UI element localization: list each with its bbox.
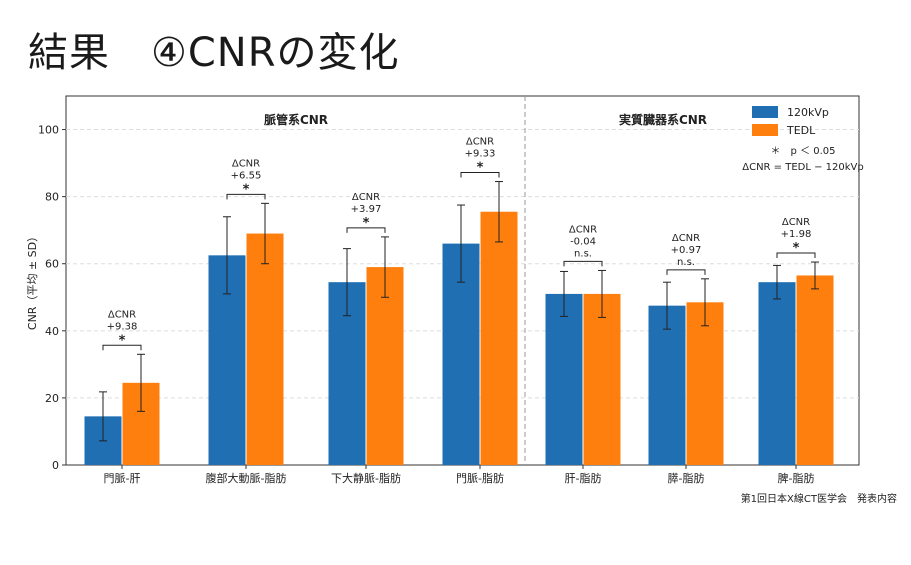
- bar-tedl: [583, 293, 621, 465]
- significance-label: *: [119, 333, 126, 348]
- significance-bracket: [666, 269, 706, 275]
- delta-cnr-value: +9.38: [107, 321, 138, 332]
- bar-120kvp: [758, 282, 796, 465]
- delta-cnr-value: +3.97: [351, 204, 382, 215]
- y-tick-label: 40: [45, 325, 59, 338]
- delta-cnr-label: ΔCNR: [352, 192, 380, 203]
- legend-note: ΔCNR = TEDL − 120kVp: [742, 162, 864, 173]
- bar-120kvp: [545, 293, 583, 465]
- delta-cnr-label: ΔCNR: [782, 217, 810, 228]
- y-tick-label: 0: [52, 459, 59, 472]
- slide-title: 結果 ④CNRの変化: [28, 30, 400, 76]
- footer-note: 第1回日本X線CT医学会 発表内容: [740, 494, 897, 505]
- bar-tedl: [796, 275, 834, 465]
- x-tick-label: 膵-脂肪: [668, 471, 705, 485]
- delta-cnr-value: +0.97: [671, 245, 702, 256]
- x-tick-label: 肝-脂肪: [565, 471, 602, 485]
- delta-cnr-value: +9.33: [465, 149, 496, 160]
- bar-tedl: [246, 233, 284, 465]
- significance-label: *: [243, 182, 250, 197]
- significance-bracket: [226, 193, 266, 200]
- significance-bracket: [563, 260, 603, 267]
- delta-cnr-value: +1.98: [781, 229, 812, 240]
- x-tick-label: 門脈-肝: [104, 471, 141, 485]
- delta-cnr-label: ΔCNR: [232, 158, 260, 169]
- bar-tedl: [686, 302, 724, 465]
- y-tick-label: 80: [45, 191, 59, 204]
- cnr-bar-chart: 0 20 40 60 80 100 CNR（平均 ± SD） 脈管系CNR 実質臓器系CNR 門脈…: [26, 95, 864, 485]
- delta-cnr-label: ΔCNR: [108, 309, 136, 320]
- legend-label: TEDL: [786, 124, 816, 137]
- bar-tedl: [480, 211, 518, 465]
- delta-cnr-label: ΔCNR: [672, 233, 700, 244]
- bar-120kvp: [648, 305, 686, 465]
- significance-bracket: [102, 344, 142, 351]
- x-tick-label: 脾-脂肪: [778, 471, 815, 485]
- legend-label: 120kVp: [787, 106, 829, 119]
- delta-cnr-label: ΔCNR: [466, 137, 494, 148]
- y-tick-label: 20: [45, 392, 59, 405]
- significance-label: n.s.: [574, 248, 592, 259]
- significance-label: *: [793, 241, 800, 256]
- delta-cnr-value: -0.04: [570, 236, 596, 247]
- x-tick-label: 腹部大動脈-脂肪: [206, 471, 287, 485]
- legend-swatch: [752, 124, 778, 136]
- y-tick-label: 100: [38, 124, 59, 137]
- x-tick-label: 下大静脈-脂肪: [331, 471, 401, 485]
- significance-bracket: [776, 252, 816, 259]
- bar-tedl: [366, 267, 404, 465]
- group-title: 脈管系CNR: [264, 112, 328, 127]
- significance-bracket: [346, 227, 386, 233]
- delta-cnr-label: ΔCNR: [569, 224, 597, 235]
- legend-swatch: [752, 106, 778, 118]
- group-title: 実質臓器系CNR: [619, 112, 707, 127]
- legend-note: ＊ p ＜ 0.05: [771, 146, 836, 157]
- y-axis-label: CNR（平均 ± SD）: [26, 231, 39, 330]
- delta-cnr-value: +6.55: [231, 170, 262, 181]
- significance-label: *: [477, 161, 484, 176]
- significance-label: *: [363, 216, 370, 231]
- x-tick-label: 門脈-脂肪: [456, 471, 504, 485]
- significance-bracket: [460, 172, 500, 178]
- y-tick-label: 60: [45, 258, 59, 271]
- significance-label: n.s.: [677, 257, 695, 268]
